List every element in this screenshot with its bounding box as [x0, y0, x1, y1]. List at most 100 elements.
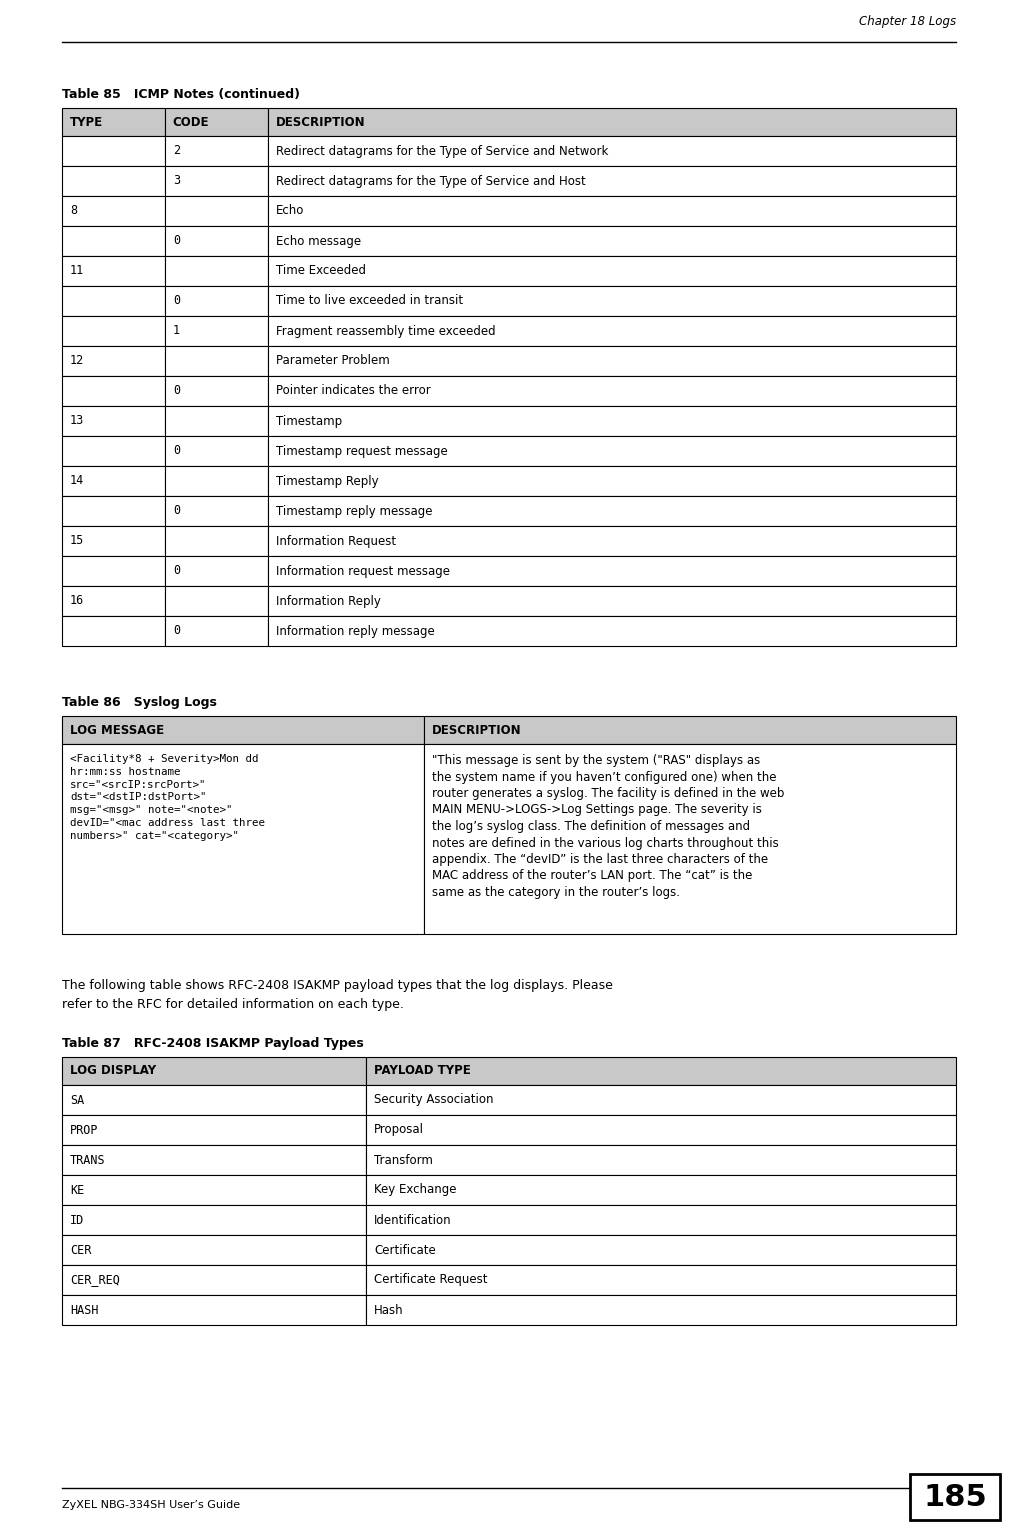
- Bar: [268, 587, 956, 616]
- Text: 11: 11: [70, 265, 84, 277]
- Bar: [62, 526, 165, 556]
- Text: TYPE: TYPE: [70, 116, 103, 128]
- Text: CER_REQ: CER_REQ: [70, 1274, 120, 1286]
- Text: Key Exchange: Key Exchange: [374, 1184, 456, 1196]
- Bar: [62, 587, 165, 616]
- Text: HASH: HASH: [70, 1303, 99, 1317]
- Text: Fragment reassembly time exceeded: Fragment reassembly time exceeded: [276, 325, 495, 337]
- Text: Information Reply: Information Reply: [276, 594, 381, 608]
- Bar: [165, 136, 268, 166]
- Bar: [165, 556, 268, 587]
- Text: 1: 1: [173, 325, 180, 337]
- Text: <Facility*8 + Severity>Mon dd
hr:mm:ss hostname
src="<srcIP:srcPort>"
dst="<dstI: <Facility*8 + Severity>Mon dd hr:mm:ss h…: [70, 754, 265, 841]
- Text: Transform: Transform: [374, 1154, 433, 1166]
- Bar: [62, 1234, 365, 1265]
- Bar: [62, 1116, 365, 1145]
- Bar: [62, 1265, 365, 1295]
- Text: LOG DISPLAY: LOG DISPLAY: [70, 1064, 156, 1077]
- Text: 0: 0: [173, 504, 180, 518]
- Bar: [62, 226, 165, 256]
- Text: Echo: Echo: [276, 204, 304, 218]
- Text: ZyXEL NBG-334SH User’s Guide: ZyXEL NBG-334SH User’s Guide: [62, 1500, 240, 1510]
- Bar: [62, 405, 165, 436]
- Bar: [268, 287, 956, 315]
- Bar: [62, 166, 165, 197]
- Bar: [268, 466, 956, 495]
- Text: 12: 12: [70, 355, 84, 367]
- Bar: [62, 346, 165, 376]
- Text: 3: 3: [173, 175, 180, 187]
- Bar: [62, 1085, 365, 1116]
- Bar: [365, 1058, 956, 1085]
- Text: CODE: CODE: [173, 116, 210, 128]
- Text: Time to live exceeded in transit: Time to live exceeded in transit: [276, 294, 463, 308]
- Bar: [365, 1175, 956, 1205]
- Text: Certificate Request: Certificate Request: [374, 1274, 488, 1286]
- Bar: [268, 405, 956, 436]
- Text: CER: CER: [70, 1244, 92, 1256]
- Bar: [165, 346, 268, 376]
- Text: Timestamp reply message: Timestamp reply message: [276, 504, 432, 518]
- Text: 185: 185: [923, 1483, 986, 1512]
- Text: Hash: Hash: [374, 1303, 403, 1317]
- Bar: [62, 1058, 365, 1085]
- Text: Table 86   Syslog Logs: Table 86 Syslog Logs: [62, 696, 217, 709]
- Bar: [62, 744, 425, 934]
- Text: Certificate: Certificate: [374, 1244, 436, 1256]
- Bar: [365, 1116, 956, 1145]
- Bar: [268, 315, 956, 346]
- Text: 0: 0: [173, 384, 180, 398]
- Bar: [62, 616, 165, 646]
- Text: Chapter 18 Logs: Chapter 18 Logs: [859, 15, 956, 27]
- Text: SA: SA: [70, 1094, 84, 1106]
- Bar: [365, 1085, 956, 1116]
- Text: "This message is sent by the system ("RAS" displays as
the system name if you ha: "This message is sent by the system ("RA…: [432, 754, 785, 899]
- Bar: [365, 1205, 956, 1234]
- Bar: [62, 1295, 365, 1324]
- Text: Timestamp request message: Timestamp request message: [276, 445, 447, 457]
- Bar: [165, 166, 268, 197]
- Bar: [165, 287, 268, 315]
- Bar: [165, 436, 268, 466]
- Bar: [268, 166, 956, 197]
- Bar: [62, 315, 165, 346]
- Text: PROP: PROP: [70, 1123, 99, 1137]
- Bar: [165, 256, 268, 287]
- Text: DESCRIPTION: DESCRIPTION: [432, 724, 521, 736]
- Bar: [62, 1175, 365, 1205]
- Bar: [910, 1474, 1000, 1519]
- Bar: [62, 197, 165, 226]
- Text: DESCRIPTION: DESCRIPTION: [276, 116, 365, 128]
- Bar: [425, 716, 956, 744]
- Text: Parameter Problem: Parameter Problem: [276, 355, 389, 367]
- Bar: [62, 1145, 365, 1175]
- Text: 8: 8: [70, 204, 77, 218]
- Bar: [62, 495, 165, 526]
- Text: Redirect datagrams for the Type of Service and Network: Redirect datagrams for the Type of Servi…: [276, 145, 608, 157]
- Text: 14: 14: [70, 474, 84, 488]
- Text: ID: ID: [70, 1213, 84, 1227]
- Text: The following table shows RFC-2408 ISAKMP payload types that the log displays. P: The following table shows RFC-2408 ISAKM…: [62, 978, 613, 1010]
- Bar: [165, 587, 268, 616]
- Bar: [268, 256, 956, 287]
- Bar: [165, 616, 268, 646]
- Bar: [268, 526, 956, 556]
- Bar: [425, 744, 956, 934]
- Text: Proposal: Proposal: [374, 1123, 423, 1137]
- Text: 15: 15: [70, 535, 84, 547]
- Bar: [165, 466, 268, 495]
- Text: 16: 16: [70, 594, 84, 608]
- Bar: [268, 376, 956, 405]
- Bar: [365, 1265, 956, 1295]
- Text: PAYLOAD TYPE: PAYLOAD TYPE: [374, 1064, 470, 1077]
- Text: Table 85   ICMP Notes (continued): Table 85 ICMP Notes (continued): [62, 88, 300, 101]
- Text: Timestamp: Timestamp: [276, 415, 342, 428]
- Text: Identification: Identification: [374, 1213, 452, 1227]
- Text: Redirect datagrams for the Type of Service and Host: Redirect datagrams for the Type of Servi…: [276, 175, 585, 187]
- Text: 2: 2: [173, 145, 180, 157]
- Bar: [268, 556, 956, 587]
- Text: KE: KE: [70, 1184, 84, 1196]
- Text: Information Request: Information Request: [276, 535, 396, 547]
- Bar: [268, 226, 956, 256]
- Bar: [165, 315, 268, 346]
